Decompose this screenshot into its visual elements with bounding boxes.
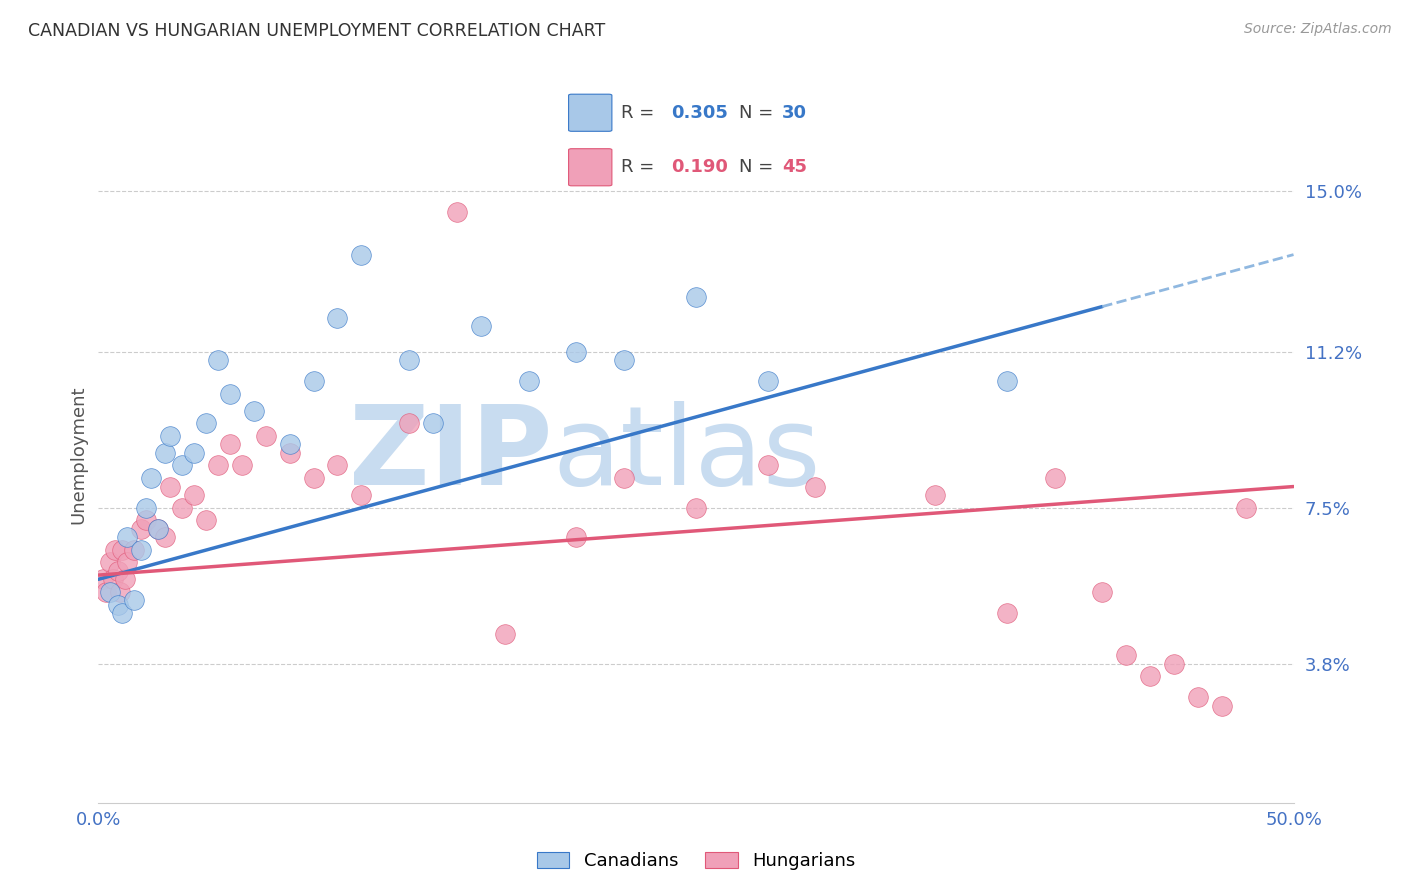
- Text: R =: R =: [621, 158, 661, 177]
- Point: [111, 606, 134, 620]
- Point: [194, 417, 218, 431]
- Point: [613, 471, 636, 485]
- Point: [131, 542, 153, 557]
- Point: [326, 310, 349, 325]
- Text: Source: ZipAtlas.com: Source: ZipAtlas.com: [1244, 22, 1392, 37]
- Text: N =: N =: [738, 103, 779, 121]
- Point: [278, 437, 301, 451]
- Y-axis label: Unemployment: Unemployment: [69, 385, 87, 524]
- Point: [254, 429, 277, 443]
- Point: [135, 500, 157, 515]
- Point: [422, 417, 444, 431]
- Point: [135, 513, 157, 527]
- Point: [1043, 471, 1066, 485]
- Point: [104, 542, 127, 557]
- Text: atlas: atlas: [553, 401, 821, 508]
- Point: [172, 458, 194, 473]
- Legend: Canadians, Hungarians: Canadians, Hungarians: [530, 845, 862, 877]
- Point: [91, 572, 114, 586]
- Point: [219, 437, 242, 451]
- Text: R =: R =: [621, 103, 661, 121]
- Point: [101, 572, 124, 586]
- Point: [302, 374, 325, 388]
- Point: [302, 471, 325, 485]
- Point: [131, 522, 153, 536]
- Point: [159, 429, 181, 443]
- Point: [115, 530, 138, 544]
- Point: [124, 542, 146, 557]
- Point: [613, 353, 636, 368]
- Point: [565, 344, 588, 359]
- Point: [278, 446, 301, 460]
- Point: [1139, 669, 1161, 683]
- Point: [207, 353, 229, 368]
- Point: [446, 205, 468, 219]
- Point: [1187, 690, 1209, 705]
- Point: [494, 627, 516, 641]
- Text: 0.190: 0.190: [671, 158, 727, 177]
- Text: N =: N =: [738, 158, 779, 177]
- Point: [115, 556, 138, 570]
- Point: [924, 488, 946, 502]
- Point: [183, 488, 205, 502]
- Text: 45: 45: [782, 158, 807, 177]
- Point: [219, 386, 242, 401]
- Point: [194, 513, 218, 527]
- Point: [326, 458, 349, 473]
- Text: 0.305: 0.305: [671, 103, 727, 121]
- Point: [1234, 500, 1257, 515]
- Point: [98, 585, 122, 599]
- Point: [470, 319, 492, 334]
- Point: [108, 585, 131, 599]
- Point: [350, 247, 373, 261]
- Point: [207, 458, 229, 473]
- Point: [155, 446, 177, 460]
- Point: [111, 542, 134, 557]
- Point: [148, 522, 170, 536]
- Point: [159, 479, 181, 493]
- Point: [1091, 585, 1114, 599]
- Point: [98, 556, 122, 570]
- Point: [172, 500, 194, 515]
- Point: [756, 374, 779, 388]
- Point: [107, 564, 129, 578]
- Text: CANADIAN VS HUNGARIAN UNEMPLOYMENT CORRELATION CHART: CANADIAN VS HUNGARIAN UNEMPLOYMENT CORRE…: [28, 22, 606, 40]
- Point: [243, 403, 266, 417]
- Point: [517, 374, 540, 388]
- Point: [148, 522, 170, 536]
- Point: [995, 606, 1018, 620]
- Point: [1115, 648, 1137, 663]
- Point: [155, 530, 177, 544]
- Point: [1163, 657, 1185, 671]
- Point: [398, 353, 420, 368]
- Point: [231, 458, 253, 473]
- Point: [183, 446, 205, 460]
- Point: [124, 593, 146, 607]
- Text: ZIP: ZIP: [349, 401, 553, 508]
- Point: [94, 585, 117, 599]
- Point: [1211, 698, 1233, 713]
- Text: 30: 30: [782, 103, 807, 121]
- FancyBboxPatch shape: [568, 95, 612, 131]
- Point: [398, 417, 420, 431]
- Point: [139, 471, 162, 485]
- Point: [756, 458, 779, 473]
- Point: [995, 374, 1018, 388]
- FancyBboxPatch shape: [568, 149, 612, 186]
- Point: [565, 530, 588, 544]
- Point: [685, 290, 707, 304]
- Point: [685, 500, 707, 515]
- Point: [350, 488, 373, 502]
- Point: [114, 572, 136, 586]
- Point: [804, 479, 827, 493]
- Point: [107, 598, 129, 612]
